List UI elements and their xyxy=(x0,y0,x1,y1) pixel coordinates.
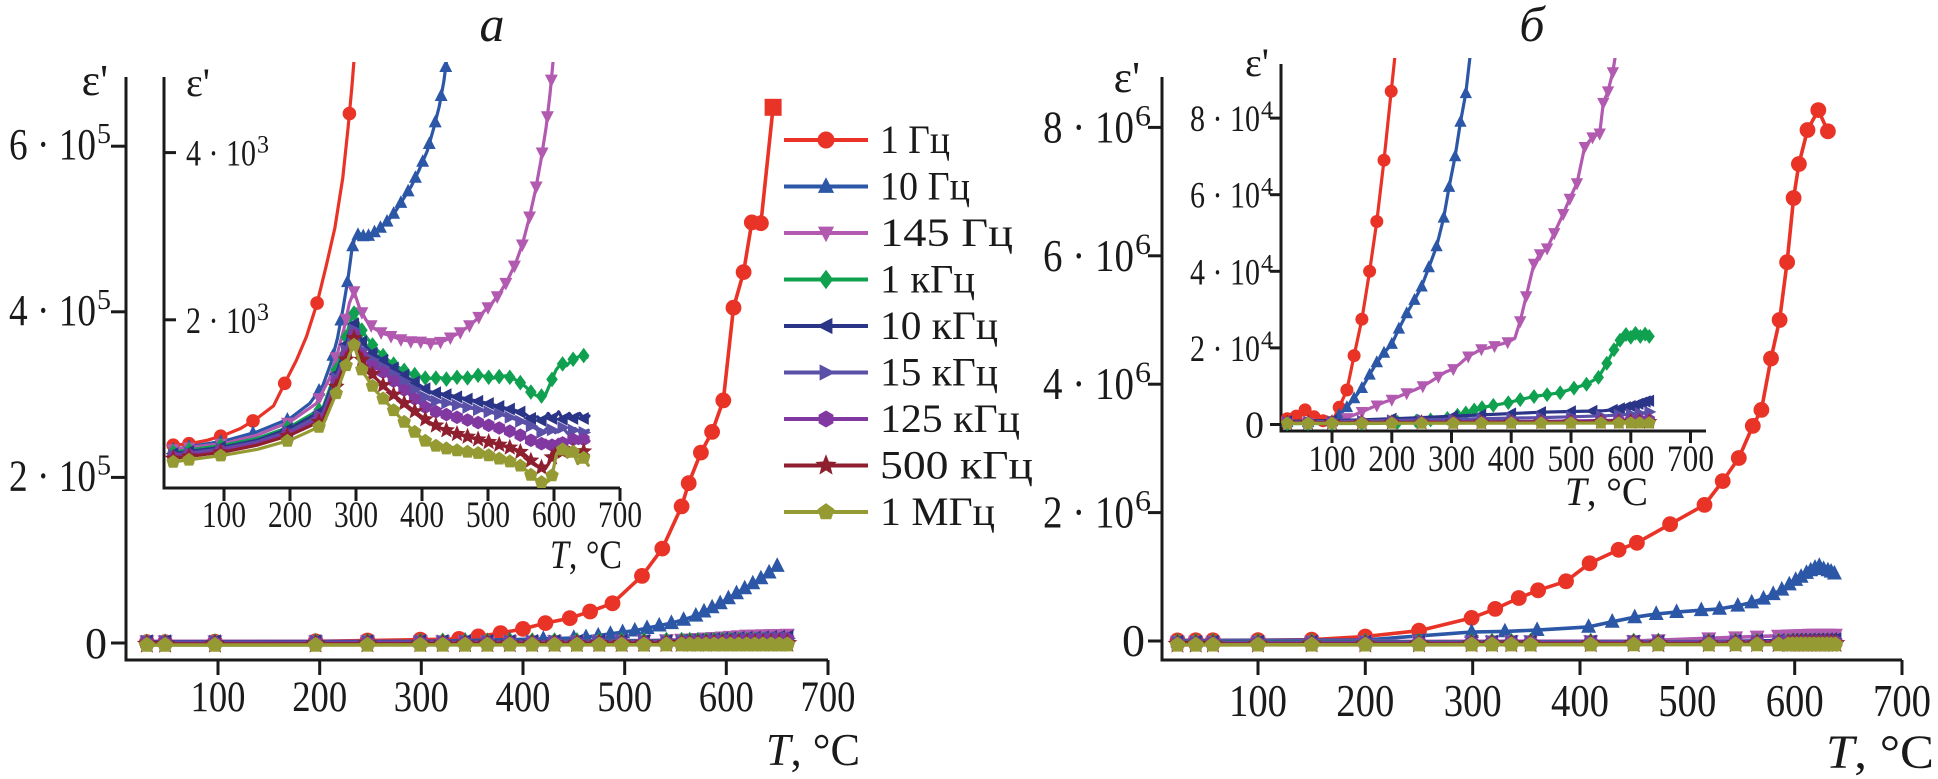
svg-text:6 · 10: 6 · 10 xyxy=(1190,176,1260,217)
svg-text:300: 300 xyxy=(1444,675,1502,726)
svg-text:400: 400 xyxy=(1551,675,1609,726)
svg-text:4: 4 xyxy=(1261,250,1273,277)
svg-text:10 кГц: 10 кГц xyxy=(880,303,998,348)
svg-text:400: 400 xyxy=(400,495,444,536)
svg-text:6: 6 xyxy=(1135,228,1151,261)
svg-text:1 Гц: 1 Гц xyxy=(880,117,950,162)
svg-text:3: 3 xyxy=(257,299,269,326)
svg-text:600: 600 xyxy=(699,674,754,721)
svg-text:100: 100 xyxy=(202,495,246,536)
svg-text:T, °C: T, °C xyxy=(1826,726,1934,779)
svg-text:ε': ε' xyxy=(1245,40,1269,85)
svg-text:5: 5 xyxy=(97,284,111,316)
svg-text:1 МГц: 1 МГц xyxy=(880,489,995,534)
svg-text:200: 200 xyxy=(1336,675,1394,726)
svg-text:0: 0 xyxy=(1122,615,1145,666)
svg-text:700: 700 xyxy=(1667,439,1714,480)
svg-text:6 · 10: 6 · 10 xyxy=(1043,230,1134,281)
svg-text:6: 6 xyxy=(1135,356,1151,389)
svg-text:4 · 10: 4 · 10 xyxy=(1190,252,1260,293)
svg-text:10 Гц: 10 Гц xyxy=(880,164,970,209)
svg-text:4: 4 xyxy=(1261,97,1273,124)
svg-text:200: 200 xyxy=(268,495,312,536)
svg-text:100: 100 xyxy=(191,674,246,721)
svg-text:300: 300 xyxy=(1428,439,1475,480)
svg-text:500: 500 xyxy=(1658,675,1716,726)
svg-text:4 · 10: 4 · 10 xyxy=(186,134,256,175)
svg-text:6: 6 xyxy=(1135,99,1151,132)
svg-text:5: 5 xyxy=(97,118,111,150)
svg-text:3: 3 xyxy=(257,132,269,159)
svg-text:145 Гц: 145 Гц xyxy=(880,210,1013,255)
svg-text:T, °C: T, °C xyxy=(766,724,860,775)
svg-text:700: 700 xyxy=(801,674,856,721)
svg-text:200: 200 xyxy=(1368,439,1415,480)
svg-text:0: 0 xyxy=(85,619,107,668)
svg-text:4: 4 xyxy=(1261,327,1273,354)
svg-text:300: 300 xyxy=(334,495,378,536)
svg-text:ε': ε' xyxy=(82,56,108,105)
svg-text:125 кГц: 125 кГц xyxy=(880,396,1020,441)
svg-text:700: 700 xyxy=(1873,675,1931,726)
svg-text:2 · 10: 2 · 10 xyxy=(186,301,256,342)
svg-text:ε': ε' xyxy=(186,60,210,105)
svg-text:400: 400 xyxy=(496,674,551,721)
svg-text:500: 500 xyxy=(466,495,510,536)
svg-text:4 · 10: 4 · 10 xyxy=(9,286,96,335)
svg-text:500: 500 xyxy=(1548,439,1595,480)
svg-text:5: 5 xyxy=(97,449,111,481)
svg-text:6: 6 xyxy=(1135,485,1151,518)
svg-text:T, °C: T, °C xyxy=(550,532,622,577)
svg-text:8 · 10: 8 · 10 xyxy=(1190,99,1260,140)
svg-text:400: 400 xyxy=(1488,439,1535,480)
svg-text:600: 600 xyxy=(1607,439,1654,480)
svg-text:600: 600 xyxy=(1766,675,1824,726)
svg-text:100: 100 xyxy=(1229,675,1287,726)
svg-text:2 · 10: 2 · 10 xyxy=(9,451,96,500)
svg-text:0: 0 xyxy=(1245,405,1264,447)
svg-text:700: 700 xyxy=(598,495,642,536)
svg-text:6 · 10: 6 · 10 xyxy=(9,120,96,169)
svg-text:300: 300 xyxy=(394,674,449,721)
svg-text:4 · 10: 4 · 10 xyxy=(1043,358,1134,409)
svg-text:2 · 10: 2 · 10 xyxy=(1190,329,1260,370)
svg-text:1 кГц: 1 кГц xyxy=(880,257,975,302)
svg-text:a: a xyxy=(480,0,505,52)
svg-text:б: б xyxy=(1519,0,1546,52)
svg-text:500: 500 xyxy=(597,674,652,721)
svg-text:100: 100 xyxy=(1309,439,1356,480)
svg-text:200: 200 xyxy=(292,674,347,721)
svg-text:ε': ε' xyxy=(1114,53,1140,102)
svg-text:4: 4 xyxy=(1261,174,1273,201)
svg-text:8 · 10: 8 · 10 xyxy=(1043,101,1134,152)
svg-text:500 кГц: 500 кГц xyxy=(880,443,1033,488)
svg-text:2 · 10: 2 · 10 xyxy=(1043,487,1134,538)
svg-text:T, °C: T, °C xyxy=(1565,469,1648,514)
svg-text:600: 600 xyxy=(532,495,576,536)
svg-text:15 кГц: 15 кГц xyxy=(880,350,998,395)
